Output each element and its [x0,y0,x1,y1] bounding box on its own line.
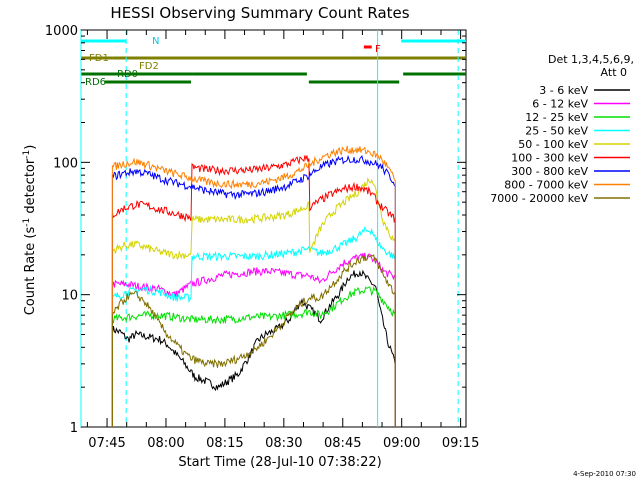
night-boundary-lines [80,30,459,427]
flag-label-f: F [375,44,381,55]
y-tick-label: 100 [53,156,78,171]
flag-label-fd2: FD2 [139,61,159,72]
y-axis: 1 10 100 1000 [45,24,466,436]
series-line-1 [111,269,396,427]
y-axis-label: Count Rate (s-1 detector-1) [22,145,38,316]
legend-label: 3 - 6 keV [539,84,588,97]
chart-title: HESSI Observing Summary Count Rates [110,4,409,22]
legend-title-line1: Det 1,3,4,5,6,9, [548,53,634,66]
legend-label: 800 - 7000 keV [504,179,588,192]
series-line-8 [111,145,396,427]
series-lines [111,145,396,427]
series-line-5 [111,176,396,427]
x-axis: 07:45 08:00 08:15 08:30 08:45 09:00 09:15 [86,30,479,451]
legend-label: 7000 - 20000 keV [490,192,588,205]
series-line-3 [111,285,396,427]
legend-label: 300 - 800 keV [511,165,588,178]
generation-timestamp: 4-Sep-2010 07:30 [573,470,636,478]
legend-label: 6 - 12 keV [532,98,588,111]
legend-label: 12 - 25 keV [525,111,588,124]
flag-label-n: N [152,36,159,47]
y-tick-label: 1 [70,421,78,436]
x-tick-label: 09:15 [442,436,479,451]
x-tick-label: 08:30 [265,436,302,451]
x-tick-label: 07:45 [88,436,125,451]
flag-label-rd0: RD0 [117,69,138,80]
legend-label: 50 - 100 keV [518,138,588,151]
legend-label: 25 - 50 keV [525,125,588,138]
x-tick-label: 08:00 [147,436,184,451]
y-tick-label: 10 [61,289,78,304]
series-line-9 [111,254,396,427]
x-tick-label: 08:15 [206,436,243,451]
flag-label-rd6: RD6 [85,77,106,88]
legend-title-line2: Att 0 [601,66,627,79]
plot-frame [80,29,467,428]
legend-label: 100 - 300 keV [511,152,588,165]
y-tick-label: 1000 [45,24,78,39]
x-tick-label: 09:00 [383,436,420,451]
series-line-7 [111,154,396,427]
series-line-2 [111,252,396,427]
series-line-4 [111,226,396,427]
series-line-6 [111,155,396,427]
x-tick-label: 08:45 [324,436,361,451]
flag-label-fd1: FD1 [89,53,109,64]
observing-flags [81,39,466,84]
x-axis-label: Start Time (28-Jul-10 07:38:22) [178,455,381,470]
